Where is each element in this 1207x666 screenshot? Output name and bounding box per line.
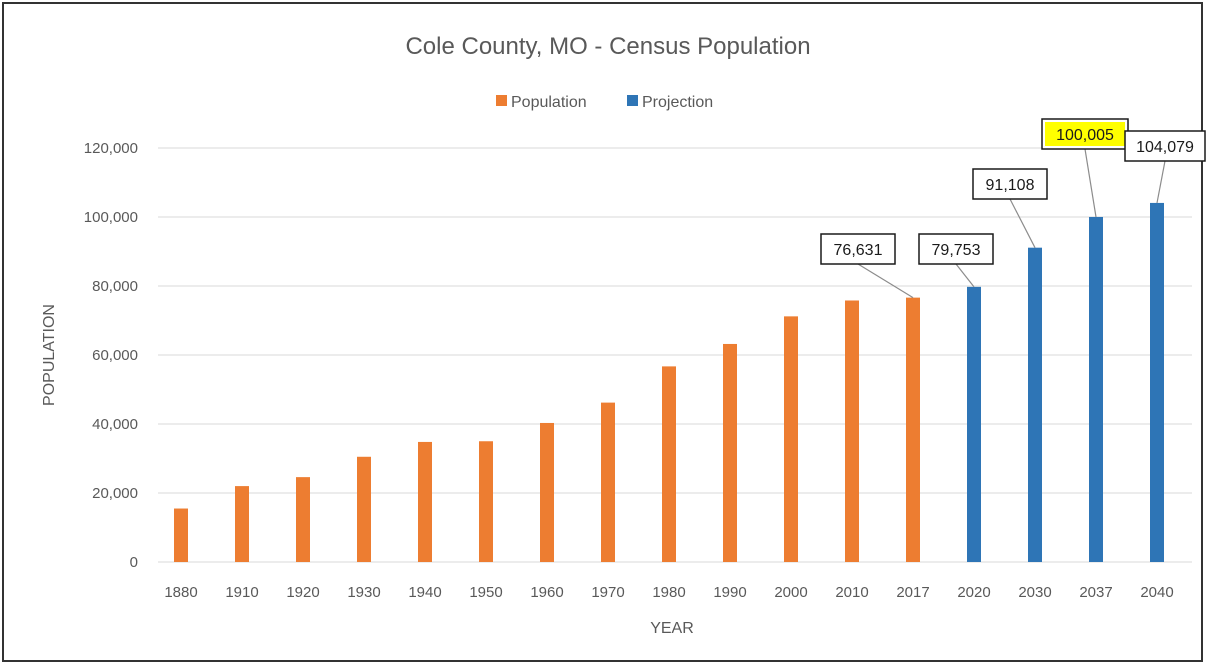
y-tick-label: 40,000 bbox=[92, 416, 138, 433]
y-tick-label: 100,000 bbox=[84, 209, 138, 226]
x-tick-label: 2040 bbox=[1140, 584, 1173, 601]
chart-title: Cole County, MO - Census Population bbox=[405, 33, 810, 60]
callout-2030: 91,108 bbox=[972, 168, 1048, 248]
callout-label: 91,108 bbox=[986, 177, 1035, 194]
x-tick-label: 2037 bbox=[1079, 584, 1112, 601]
legend-label-population: Population bbox=[511, 94, 587, 111]
x-tick-label: 1970 bbox=[591, 584, 624, 601]
bar-population-1990 bbox=[723, 343, 737, 562]
bar-population-1880 bbox=[174, 508, 188, 562]
callout-label: 104,079 bbox=[1136, 139, 1194, 156]
callout-leader-line bbox=[1084, 148, 1097, 218]
x-tick-label: 1960 bbox=[530, 584, 563, 601]
bar-population-1940 bbox=[418, 441, 432, 562]
bar-population-1950 bbox=[479, 441, 493, 562]
callout-leader-line bbox=[857, 263, 914, 299]
bars bbox=[174, 202, 1164, 563]
callout-highlight bbox=[1045, 122, 1125, 146]
x-tick-label: 1930 bbox=[347, 584, 380, 601]
bar-population-1930 bbox=[357, 456, 371, 562]
bar-projection-2040 bbox=[1150, 202, 1164, 563]
x-tick-label: 1980 bbox=[652, 584, 685, 601]
y-tick-label: 20,000 bbox=[92, 485, 138, 502]
legend-swatch-population bbox=[496, 95, 507, 106]
x-tick-label: 2020 bbox=[957, 584, 990, 601]
x-tick-label: 1990 bbox=[713, 584, 746, 601]
bar-projection-2030 bbox=[1028, 247, 1042, 562]
x-tick-label: 2000 bbox=[774, 584, 807, 601]
y-axis-title: POPULATION bbox=[41, 304, 58, 406]
legend-swatch-projection bbox=[627, 95, 638, 106]
callout-label: 100,005 bbox=[1056, 127, 1114, 144]
y-axis-ticks: 0 20,000 40,000 60,000 80,000 100,000 120,000 bbox=[84, 140, 138, 571]
bar-projection-2037 bbox=[1089, 216, 1103, 562]
callout-leader-line bbox=[1156, 160, 1166, 204]
legend-label-projection: Projection bbox=[642, 94, 713, 111]
x-tick-label: 1880 bbox=[164, 584, 197, 601]
x-tick-label: 2017 bbox=[896, 584, 929, 601]
bar-population-2010 bbox=[845, 300, 859, 562]
legend: Population Projection bbox=[496, 94, 713, 111]
callout-2037: 100,005 bbox=[1041, 118, 1129, 218]
x-tick-label: 1940 bbox=[408, 584, 441, 601]
callout-2040: 104,079 bbox=[1124, 130, 1206, 204]
bar-population-1970 bbox=[601, 402, 615, 562]
callout-box bbox=[820, 233, 896, 265]
x-tick-label: 1950 bbox=[469, 584, 502, 601]
callout-label: 79,753 bbox=[932, 242, 981, 259]
y-tick-label: 80,000 bbox=[92, 278, 138, 295]
callout-2020: 79,753 bbox=[918, 233, 994, 288]
x-tick-label: 2030 bbox=[1018, 584, 1051, 601]
x-tick-label: 1910 bbox=[225, 584, 258, 601]
callout-2017: 76,631 bbox=[820, 233, 914, 299]
data-callouts: 76,631 79,753 91,108 100,005 104,079 bbox=[820, 118, 1206, 299]
bar-population-1960 bbox=[540, 422, 554, 562]
y-tick-label: 120,000 bbox=[84, 140, 138, 157]
y-tick-label: 0 bbox=[130, 554, 138, 571]
bar-population-1910 bbox=[235, 486, 249, 562]
bar-population-2000 bbox=[784, 316, 798, 562]
callout-box bbox=[1124, 130, 1206, 162]
x-tick-label: 1920 bbox=[286, 584, 319, 601]
x-axis-ticks: 1880 1910 1920 1930 1940 1950 1960 1970 1980 1990… bbox=[164, 584, 1173, 601]
callout-box bbox=[918, 233, 994, 265]
x-axis-title: YEAR bbox=[650, 620, 694, 637]
y-tick-label: 60,000 bbox=[92, 347, 138, 364]
bar-projection-2020 bbox=[967, 286, 981, 562]
callout-leader-line bbox=[1009, 198, 1036, 248]
callout-box bbox=[972, 168, 1048, 200]
bar-population-2017 bbox=[906, 297, 920, 562]
bar-population-1920 bbox=[296, 477, 310, 562]
x-tick-label: 2010 bbox=[835, 584, 868, 601]
callout-leader-line bbox=[955, 263, 975, 288]
callout-label: 76,631 bbox=[834, 242, 883, 259]
bar-population-1980 bbox=[662, 366, 676, 562]
